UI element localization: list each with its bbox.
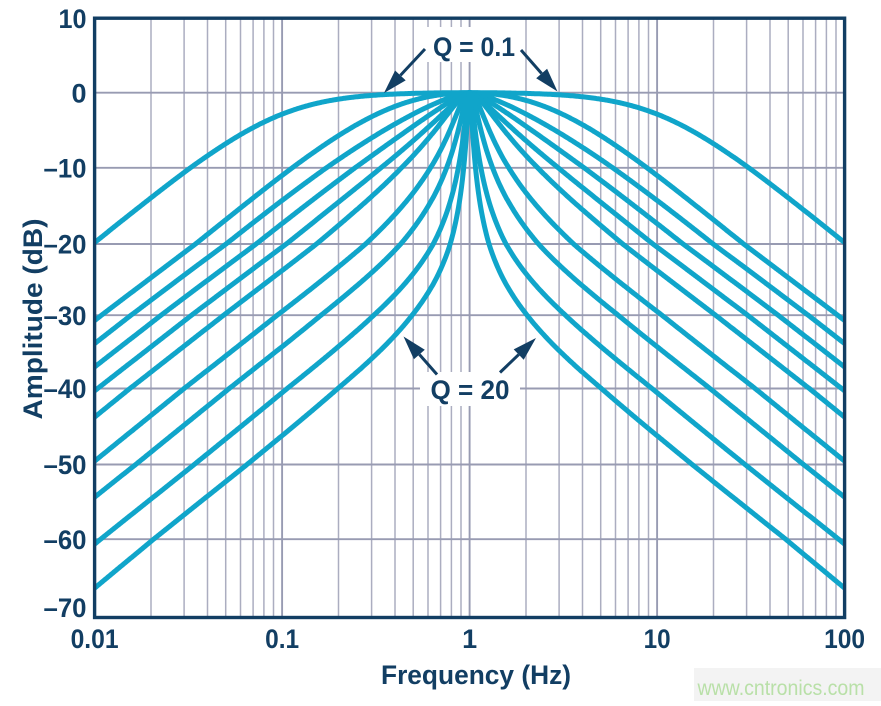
svg-text:–60: –60 [44, 525, 87, 555]
svg-text:10: 10 [644, 624, 671, 654]
svg-text:–50: –50 [44, 450, 87, 480]
svg-text:–10: –10 [44, 153, 87, 183]
svg-text:0: 0 [71, 78, 86, 108]
svg-text:www.cntronics.com: www.cntronics.com [697, 677, 865, 700]
svg-text:0.01: 0.01 [71, 624, 119, 654]
svg-text:Q = 20: Q = 20 [431, 375, 510, 405]
svg-text:100: 100 [824, 624, 865, 654]
svg-text:Q = 0.1: Q = 0.1 [433, 32, 515, 62]
svg-text:1: 1 [462, 624, 477, 654]
svg-text:Amplitude (dB): Amplitude (dB) [18, 218, 48, 419]
svg-text:–30: –30 [44, 301, 87, 331]
svg-text:–70: –70 [44, 593, 87, 623]
svg-text:–20: –20 [44, 230, 87, 260]
svg-text:–40: –40 [44, 374, 87, 404]
svg-text:0.1: 0.1 [265, 624, 299, 654]
svg-text:Frequency (Hz): Frequency (Hz) [381, 660, 571, 690]
svg-text:10: 10 [59, 4, 87, 34]
